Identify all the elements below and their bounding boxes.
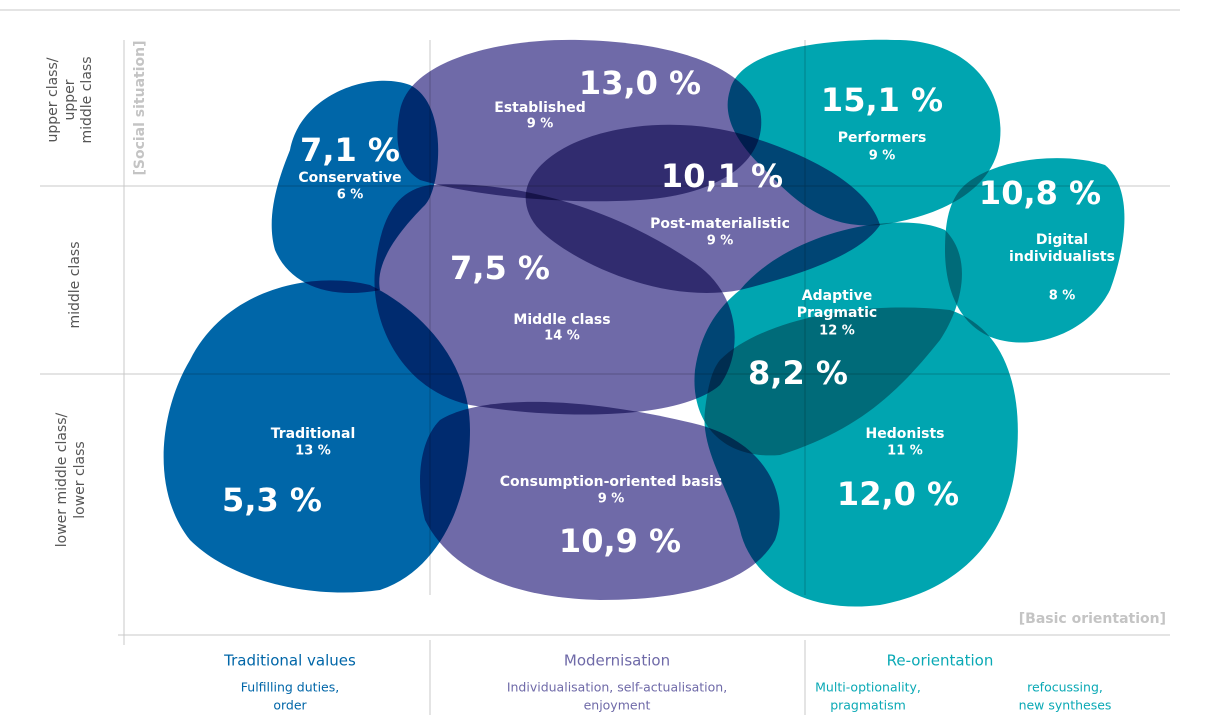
milieu-figure: 7,5 % bbox=[450, 249, 550, 287]
column-title: Modernisation bbox=[564, 652, 670, 670]
row-label: upper class/ bbox=[45, 57, 61, 142]
milieu-share: 6 % bbox=[337, 188, 364, 203]
column-note: Fulfilling duties, bbox=[241, 680, 339, 695]
milieu-name: Hedonists bbox=[866, 426, 945, 442]
milieu-name: Adaptive bbox=[802, 288, 872, 304]
milieu-share: 11 % bbox=[887, 444, 923, 459]
milieu-share: 9 % bbox=[869, 149, 896, 164]
milieu-name: Established bbox=[494, 100, 585, 116]
milieu-figure: 10,1 % bbox=[661, 157, 783, 195]
column-note: Multi-optionality, bbox=[815, 680, 921, 695]
milieu-name: Digital bbox=[1036, 232, 1088, 248]
milieu-share: 9 % bbox=[707, 234, 734, 249]
milieu-share: 12 % bbox=[819, 324, 855, 339]
milieu-share: 9 % bbox=[598, 492, 625, 507]
milieu-figure: 8,2 % bbox=[748, 354, 848, 392]
blobs bbox=[163, 39, 1125, 607]
milieu-name: Middle class bbox=[513, 312, 610, 328]
column-title: Traditional values bbox=[223, 652, 356, 670]
row-label: middle class bbox=[79, 56, 95, 143]
column-note: enjoyment bbox=[584, 698, 651, 713]
column-title: Re-orientation bbox=[887, 652, 994, 670]
milieu-share: 9 % bbox=[527, 117, 554, 132]
column-note: order bbox=[273, 698, 307, 713]
milieu-figure: 7,1 % bbox=[300, 131, 400, 169]
milieu-name: individualists bbox=[1009, 249, 1115, 265]
milieu-figure: 12,0 % bbox=[837, 475, 959, 513]
milieu-figure: 5,3 % bbox=[222, 481, 322, 519]
milieu-name: Traditional bbox=[271, 426, 356, 442]
milieu-share: 8 % bbox=[1049, 289, 1076, 304]
row-label: lower middle class/ bbox=[54, 412, 70, 547]
column-note: Individualisation, self-actualisation, bbox=[507, 680, 727, 695]
milieu-figure: 10,8 % bbox=[979, 174, 1101, 212]
milieu-name: Post-materialistic bbox=[650, 216, 790, 232]
milieu-figure: 15,1 % bbox=[821, 81, 943, 119]
milieu-figure: 10,9 % bbox=[559, 522, 681, 560]
milieu-figure: 13,0 % bbox=[579, 64, 701, 102]
y-axis-label: [Social situation] bbox=[132, 40, 148, 175]
milieu-share: 13 % bbox=[295, 444, 331, 459]
column-note: refocussing, bbox=[1027, 680, 1103, 695]
milieu-name: Performers bbox=[838, 130, 927, 146]
x-axis-label: [Basic orientation] bbox=[1019, 611, 1166, 627]
milieu-share: 14 % bbox=[544, 329, 580, 344]
column-note: pragmatism bbox=[830, 698, 906, 713]
milieu-name: Consumption-oriented basis bbox=[500, 474, 722, 490]
row-label: middle class bbox=[67, 241, 83, 328]
column-note: new syntheses bbox=[1019, 698, 1112, 713]
row-label: upper bbox=[62, 79, 78, 120]
milieu-name: Pragmatic bbox=[797, 305, 877, 321]
milieu-name: Conservative bbox=[298, 170, 401, 186]
row-label: lower class bbox=[72, 441, 88, 518]
